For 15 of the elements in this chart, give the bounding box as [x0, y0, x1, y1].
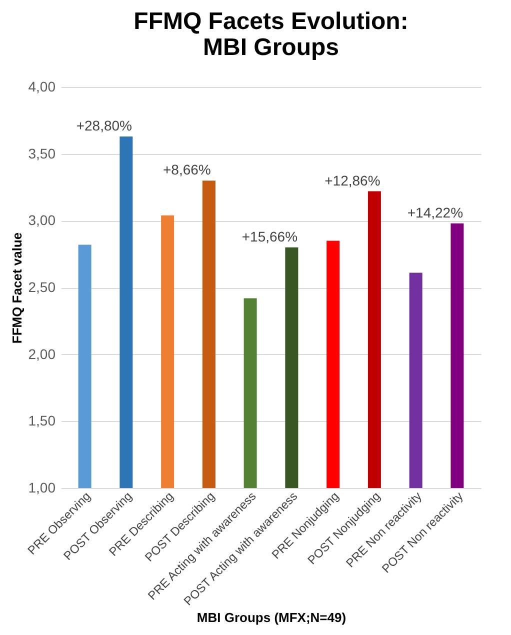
y-tick-label: 3,00 — [28, 212, 56, 228]
annotation: +15,66% — [242, 228, 298, 244]
y-tick-label: 1,50 — [28, 412, 56, 429]
y-tick-label: 1,00 — [28, 480, 56, 496]
y-tick-label: 3,50 — [28, 145, 56, 162]
chart-title: FFMQ Facets Evolution: MBI Groups — [134, 8, 408, 61]
annotation: +14,22% — [407, 204, 464, 220]
y-tick-label: 2,00 — [28, 346, 56, 362]
annotation: +12,86% — [324, 172, 380, 188]
y-tick-label: 4,00 — [28, 78, 56, 94]
y-tick-label: 2,50 — [28, 279, 56, 295]
annotation: +8,66% — [162, 162, 211, 178]
annotation: +28,80% — [76, 117, 132, 134]
x-axis-title: MBI Groups (MFX;N=49) — [196, 610, 346, 626]
y-axis-title: FFMQ Facet value — [9, 232, 24, 344]
